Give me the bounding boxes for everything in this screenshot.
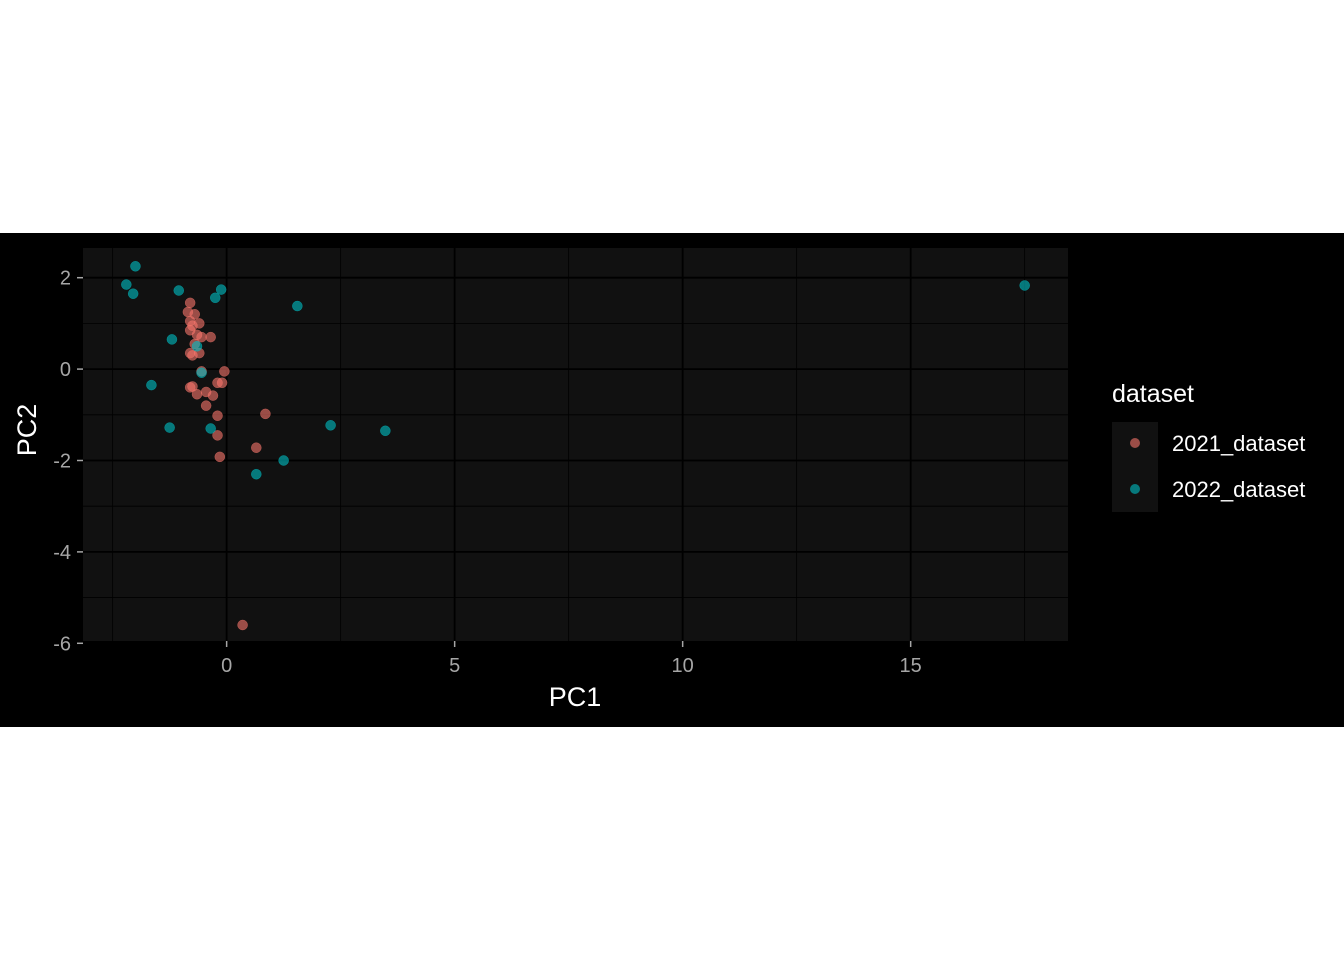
data-point-2021-dataset [207, 390, 219, 401]
y-axis-ticks: 2 0 -2 -4 -6 [53, 268, 83, 655]
y-tick-label: -2 [53, 450, 71, 472]
x-tick-label: 10 [672, 655, 694, 677]
data-point-2022-dataset [166, 334, 178, 345]
data-point-2021-dataset [251, 442, 262, 453]
x-axis-title: PC1 [549, 682, 602, 712]
major-gridlines [83, 248, 1068, 645]
data-point-2021-dataset [212, 410, 223, 421]
data-point-2022-dataset [278, 455, 289, 466]
data-point-2022-dataset [164, 422, 175, 433]
data-point-2021-dataset [212, 430, 223, 441]
data-point-2021-dataset [205, 331, 216, 343]
data-point-2021-dataset [200, 400, 212, 411]
y-tick-label: -6 [53, 633, 71, 655]
minor-gridlines [83, 248, 1068, 641]
data-point-2021-dataset [214, 451, 226, 463]
data-point-2022-dataset [380, 425, 391, 437]
data-point-2021-dataset [187, 381, 198, 392]
data-points [121, 261, 1030, 631]
data-point-2022-dataset [173, 285, 185, 296]
x-tick-label: 5 [449, 655, 460, 677]
legend-label-2022-dataset: 2022_dataset [1172, 477, 1305, 502]
data-point-2021-dataset [237, 619, 248, 631]
data-point-2022-dataset [127, 288, 139, 299]
legend-key-background [1112, 422, 1158, 512]
data-point-2022-dataset [1019, 280, 1030, 291]
data-point-2022-dataset [215, 284, 227, 295]
legend-title: dataset [1112, 380, 1194, 408]
x-tick-label: 0 [221, 655, 232, 677]
chart-figure: 0 5 10 15 2 0 -2 -4 -6 PC1 PC2 dataset 2021_dat… [0, 233, 1344, 727]
data-point-2022-dataset [325, 420, 336, 431]
legend: dataset 2021_dataset 2022_dataset [1112, 380, 1305, 512]
y-tick-label: 2 [60, 268, 71, 290]
data-point-2022-dataset [191, 341, 203, 352]
data-point-2022-dataset [121, 279, 132, 290]
y-tick-label: 0 [60, 359, 71, 381]
data-point-2021-dataset [187, 350, 198, 361]
data-point-2021-dataset [219, 366, 230, 377]
x-axis-ticks: 0 5 10 15 [221, 641, 922, 677]
data-point-2021-dataset [216, 377, 228, 389]
data-point-2022-dataset [205, 423, 216, 434]
data-point-2022-dataset [130, 261, 141, 272]
data-point-2021-dataset [191, 388, 203, 400]
data-point-2021-dataset [184, 297, 196, 309]
scatter-chart: 0 5 10 15 20-2-4-6 PC1 PC2 dataset 2021_dat… [12, 248, 1305, 712]
data-point-2021-dataset [260, 408, 271, 420]
data-point-2022-dataset [146, 379, 157, 391]
y-tick-label: -4 [53, 542, 71, 564]
legend-key-2021-dataset [1130, 438, 1140, 448]
plot-panel [83, 248, 1068, 641]
data-point-2022-dataset [209, 292, 221, 304]
data-point-2022-dataset [251, 468, 262, 480]
data-point-2022-dataset [196, 367, 207, 379]
y-axis-title: PC2 [12, 404, 42, 457]
data-point-2021-dataset [194, 318, 205, 329]
legend-key-2022-dataset [1130, 484, 1140, 494]
x-tick-label: 15 [900, 655, 922, 677]
legend-label-2021-dataset: 2021_dataset [1172, 431, 1305, 456]
data-point-2022-dataset [292, 300, 303, 312]
